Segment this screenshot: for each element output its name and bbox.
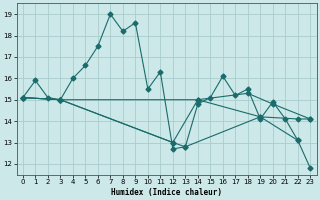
X-axis label: Humidex (Indice chaleur): Humidex (Indice chaleur) bbox=[111, 188, 222, 197]
